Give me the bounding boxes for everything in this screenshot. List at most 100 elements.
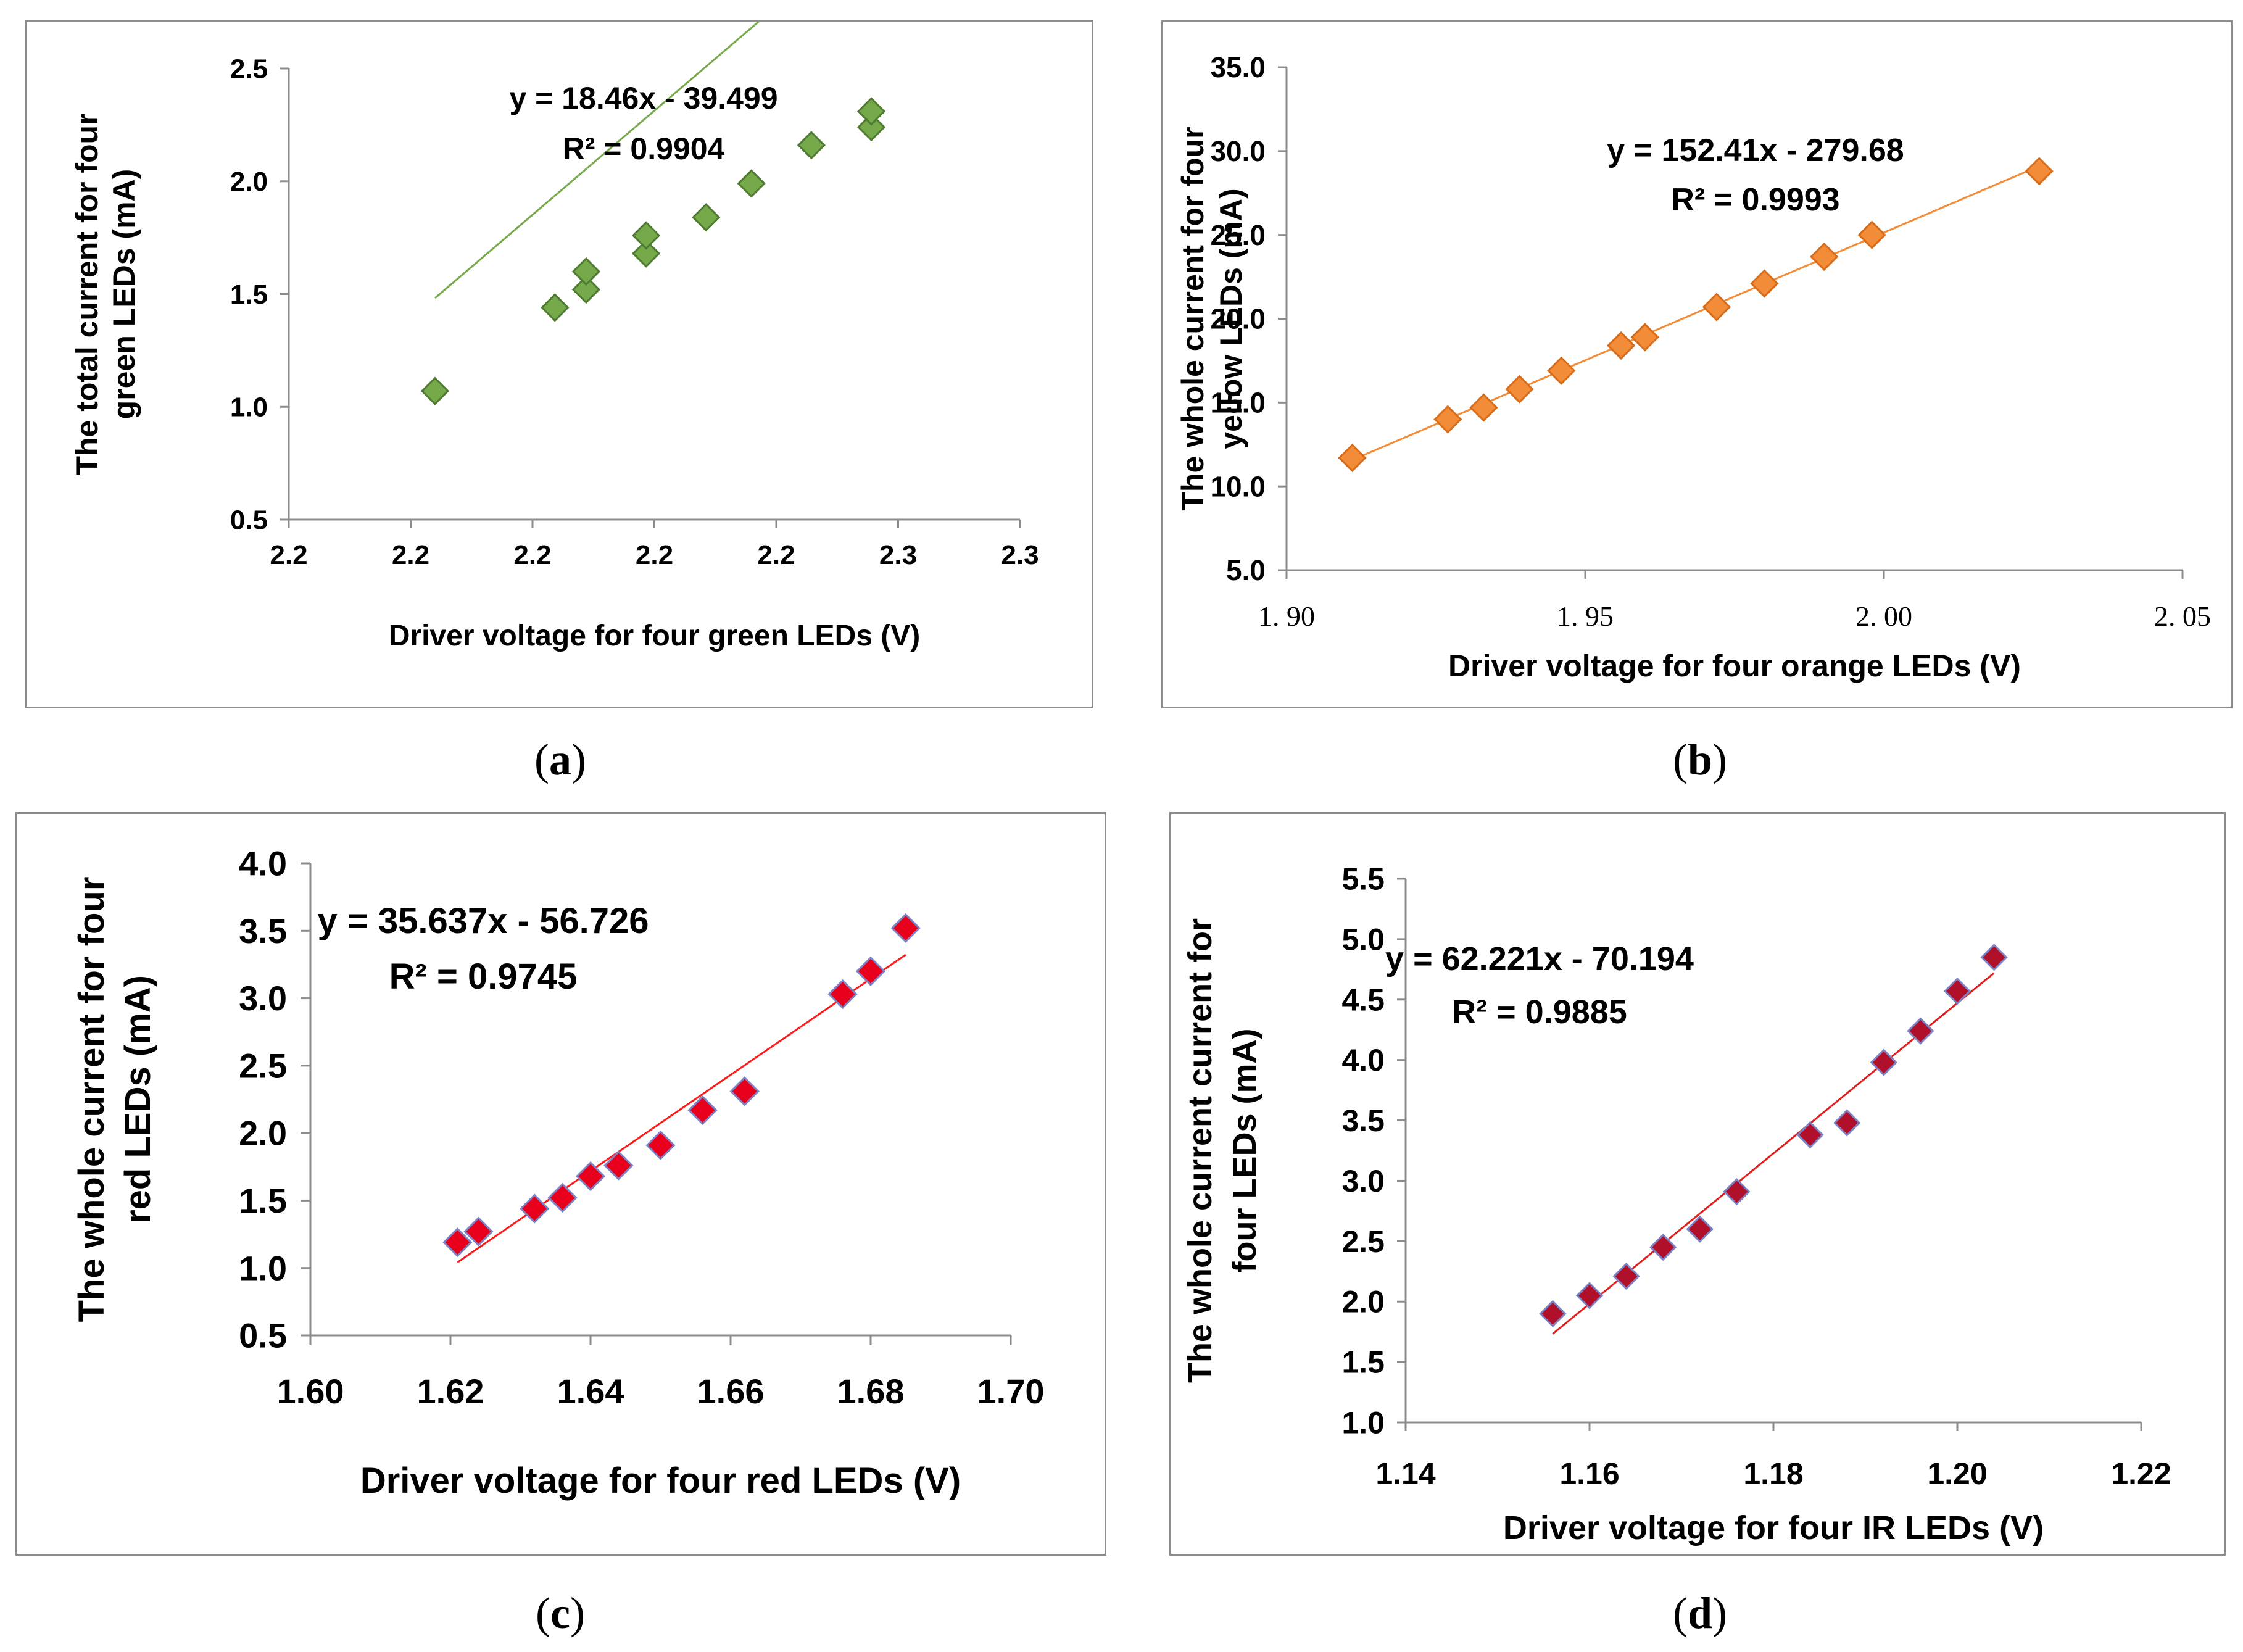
x-tick-label: 2.2 bbox=[513, 540, 551, 570]
y-axis-title: The whole current for four yellow LEDs (m… bbox=[1175, 127, 1248, 510]
data-point bbox=[1907, 1017, 1934, 1045]
caption-d: (d) bbox=[1672, 1588, 1727, 1638]
y-tick-label: 1.5 bbox=[1341, 1345, 1385, 1380]
data-point bbox=[1433, 405, 1462, 434]
data-point bbox=[729, 1076, 760, 1106]
x-tick-label: 1. 90 bbox=[1258, 600, 1315, 632]
x-tick-label: 1.16 bbox=[1559, 1456, 1619, 1491]
y-tick-label: 25.0 bbox=[1210, 219, 1266, 251]
y-tick-label: 1.0 bbox=[1341, 1406, 1385, 1440]
data-point bbox=[1796, 1121, 1824, 1149]
r-squared-label: R² = 0.9745 bbox=[389, 957, 578, 997]
data-point bbox=[1702, 293, 1731, 322]
trendline-equation: y = 152.41x - 279.68 bbox=[1607, 133, 1904, 168]
x-tick-label: 2.3 bbox=[879, 540, 917, 570]
x-tick-label: 1.22 bbox=[2111, 1456, 2171, 1491]
x-tick-label: 2. 05 bbox=[2154, 600, 2211, 632]
chart-b-svg: 5.0 10.0 15.0 20.0 25.0 30.0 35.0 1. 90 1. 95 2. … bbox=[1175, 51, 2211, 683]
y-tick-label: 0.5 bbox=[230, 505, 268, 535]
x-tick-label: 1. 95 bbox=[1557, 600, 1614, 632]
data-point bbox=[1338, 443, 1367, 473]
data-point bbox=[520, 1193, 550, 1224]
data-point bbox=[575, 1161, 606, 1192]
y-axis-title: The whole current for four red LEDs (mA) bbox=[72, 877, 158, 1322]
y-axis-title-line: The total current for four bbox=[70, 113, 104, 475]
data-point bbox=[1606, 331, 1636, 360]
x-tick-label: 2.2 bbox=[757, 540, 795, 570]
data-point bbox=[1469, 393, 1498, 422]
data-point bbox=[547, 1182, 578, 1213]
data-point bbox=[890, 913, 921, 944]
y-tick-label: 15.0 bbox=[1210, 386, 1266, 418]
data-point bbox=[856, 97, 886, 126]
data-point bbox=[1547, 356, 1576, 385]
x-tick-label: 2.2 bbox=[270, 540, 307, 570]
y-tick-label: 3.0 bbox=[1341, 1164, 1385, 1198]
trendline-equation: y = 35.637x - 56.726 bbox=[318, 901, 649, 941]
x-tick-label: 1.14 bbox=[1375, 1456, 1436, 1491]
caption-b: (b) bbox=[1672, 735, 1727, 784]
r-squared-label: R² = 0.9904 bbox=[563, 131, 725, 166]
data-point bbox=[1612, 1262, 1640, 1290]
y-axis-title-line: four LEDs (mA) bbox=[1226, 1029, 1263, 1273]
chart-d-svg: 1.0 1.5 2.0 2.5 3.0 3.5 4.0 4.5 5.0 5.5 1.14 1.16 1.… bbox=[1182, 862, 2171, 1547]
x-axis-title: Driver voltage for four orange LEDs (V) bbox=[1448, 649, 2021, 683]
y-tick-label: 30.0 bbox=[1210, 135, 1266, 167]
y-tick-label: 5.5 bbox=[1341, 862, 1385, 897]
x-tick-label: 1.62 bbox=[417, 1372, 484, 1411]
data-point bbox=[797, 131, 826, 160]
data-point bbox=[571, 275, 601, 304]
trendline-equation: y = 18.46x - 39.499 bbox=[509, 81, 777, 115]
chart-c-svg: 0.5 1.0 1.5 2.0 2.5 3.0 3.5 4.0 1.60 1.62 1.64 1.66… bbox=[72, 844, 1045, 1501]
y-tick-label: 20.0 bbox=[1210, 303, 1266, 335]
data-point bbox=[571, 257, 601, 286]
data-point bbox=[631, 221, 661, 250]
data-point bbox=[603, 1150, 634, 1181]
x-axis-title: Driver voltage for four green LEDs (V) bbox=[389, 620, 921, 652]
y-axis-title-line: The whole current for four bbox=[1175, 127, 1210, 510]
data-point bbox=[631, 239, 661, 268]
x-axis-title: Driver voltage for four red LEDs (V) bbox=[360, 1461, 961, 1501]
caption-c: (c) bbox=[536, 1588, 585, 1638]
x-tick-label: 1.60 bbox=[277, 1372, 344, 1411]
data-point bbox=[541, 293, 570, 322]
data-point bbox=[1750, 269, 1779, 298]
y-tick-label: 3.0 bbox=[239, 979, 287, 1018]
data-point bbox=[1630, 323, 1659, 352]
x-tick-label: 2.3 bbox=[1001, 540, 1039, 570]
x-tick-label: 2.2 bbox=[392, 540, 429, 570]
data-point bbox=[1649, 1234, 1677, 1261]
data-point bbox=[827, 979, 858, 1010]
x-tick-label: 2.2 bbox=[636, 540, 673, 570]
y-tick-label: 1.5 bbox=[239, 1181, 287, 1220]
x-axis-title: Driver voltage for four IR LEDs (V) bbox=[1503, 1509, 2044, 1546]
y-tick-label: 2.0 bbox=[1341, 1285, 1385, 1319]
data-point bbox=[737, 169, 766, 198]
y-tick-label: 2.5 bbox=[239, 1046, 287, 1085]
chart-panel-c: 0.5 1.0 1.5 2.0 2.5 3.0 3.5 4.0 1.60 1.62 1.64 1.66… bbox=[15, 812, 1106, 1556]
x-tick-label: 1.68 bbox=[837, 1372, 905, 1411]
data-point bbox=[645, 1130, 676, 1160]
y-tick-label: 35.0 bbox=[1210, 51, 1266, 83]
data-point bbox=[692, 203, 721, 232]
y-axis-title-line: The whole current current for bbox=[1182, 918, 1219, 1383]
data-point bbox=[1833, 1109, 1861, 1137]
y-axis-title-line: red LEDs (mA) bbox=[118, 975, 158, 1224]
r-squared-label: R² = 0.9885 bbox=[1452, 994, 1627, 1031]
data-point bbox=[442, 1227, 473, 1258]
y-tick-label: 0.5 bbox=[239, 1316, 287, 1355]
data-point bbox=[855, 956, 886, 986]
y-tick-label: 4.0 bbox=[1341, 1043, 1385, 1077]
caption-a: (a) bbox=[534, 735, 586, 784]
r-squared-label: R² = 0.9993 bbox=[1671, 182, 1839, 218]
data-point bbox=[1505, 375, 1534, 404]
chart-a-svg: 0.5 1.0 1.5 2.0 2.5 2.2 2.2 2.2 2.2 2.2 2.3 2.3 y = … bbox=[70, 22, 1039, 652]
trendline bbox=[434, 22, 760, 299]
x-tick-label: 1.70 bbox=[977, 1372, 1045, 1411]
data-point bbox=[1857, 220, 1886, 249]
y-axis-title-line: The whole current for four bbox=[72, 877, 112, 1322]
y-tick-label: 4.5 bbox=[1341, 982, 1385, 1017]
x-tick-label: 1.64 bbox=[557, 1372, 624, 1411]
data-point bbox=[1686, 1215, 1714, 1243]
x-tick-label: 1.18 bbox=[1743, 1456, 1803, 1491]
